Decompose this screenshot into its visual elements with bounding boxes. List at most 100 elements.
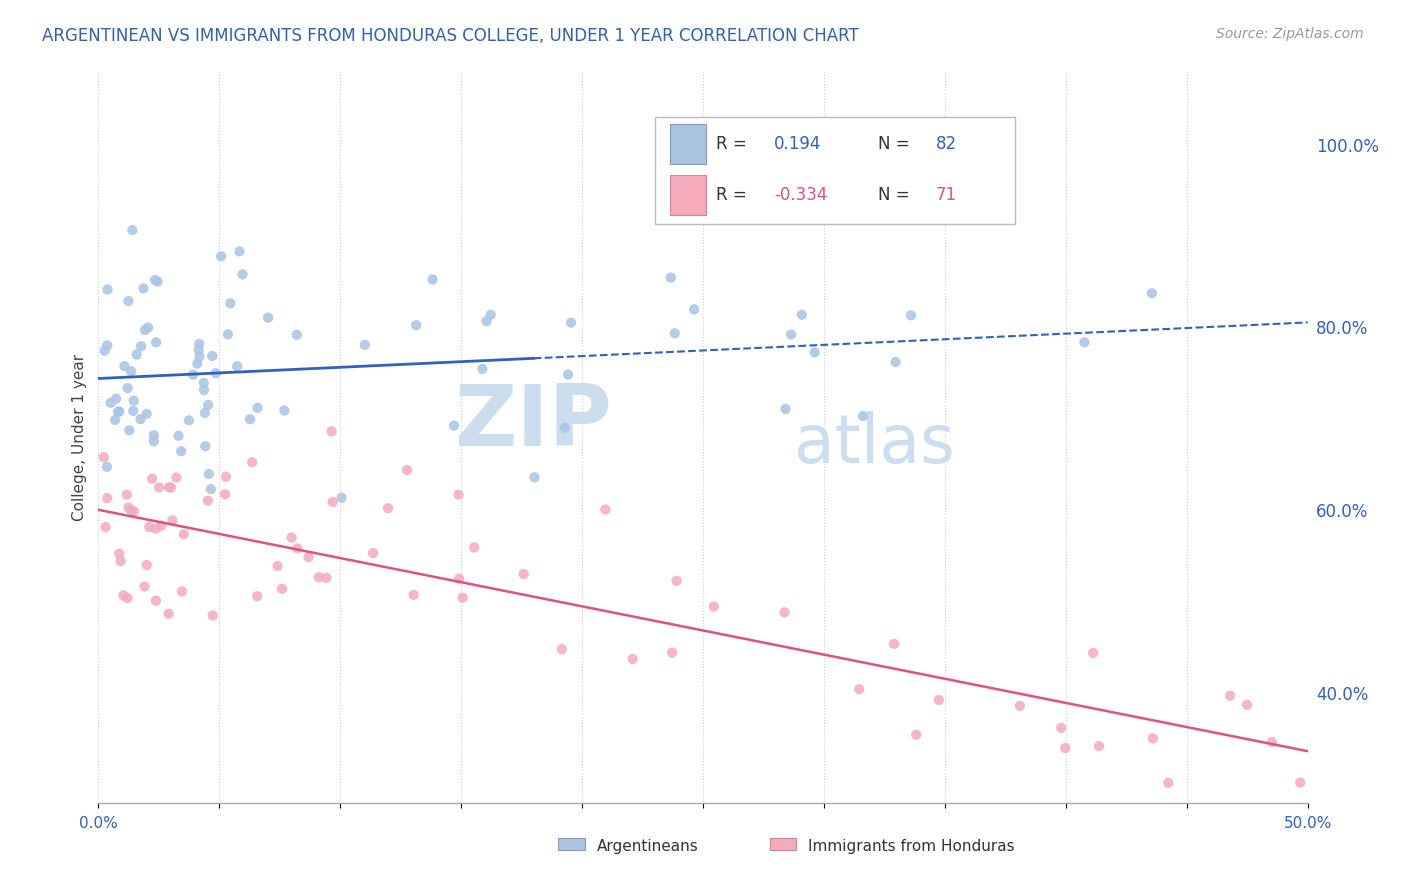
Point <box>110 554 132 568</box>
Point <box>200 482 222 496</box>
Point <box>143 273 166 287</box>
Point <box>134 323 156 337</box>
Point <box>141 472 163 486</box>
Point <box>1261 735 1284 749</box>
Point <box>142 434 165 449</box>
Point <box>145 593 167 607</box>
Point <box>683 302 706 317</box>
Point <box>132 281 155 295</box>
Point <box>114 359 136 374</box>
Point <box>1050 721 1073 735</box>
Point <box>94 520 117 534</box>
Point <box>228 244 250 259</box>
Point <box>187 343 209 357</box>
Point <box>308 570 330 584</box>
FancyBboxPatch shape <box>655 118 1015 224</box>
Point <box>665 574 688 588</box>
Point <box>246 401 269 415</box>
Point <box>443 418 465 433</box>
Point <box>145 522 167 536</box>
Point <box>197 493 219 508</box>
Point <box>181 368 204 382</box>
Point <box>1289 775 1312 789</box>
Text: R =: R = <box>716 186 752 204</box>
Point <box>188 337 211 351</box>
Point <box>1157 776 1180 790</box>
Point <box>226 359 249 373</box>
Text: -0.334: -0.334 <box>773 186 827 204</box>
Text: ZIP: ZIP <box>454 381 613 464</box>
Point <box>661 646 683 660</box>
Point <box>703 599 725 614</box>
Bar <box>669 175 706 215</box>
Point <box>246 589 269 603</box>
Point <box>125 348 148 362</box>
Point <box>93 343 115 358</box>
Point <box>100 396 122 410</box>
Point <box>285 541 308 556</box>
Point <box>162 513 184 527</box>
Point <box>145 335 167 350</box>
Point <box>1054 741 1077 756</box>
Point <box>395 463 418 477</box>
Point <box>405 318 427 333</box>
Point <box>322 495 344 509</box>
Point <box>108 405 131 419</box>
Point <box>104 413 127 427</box>
Point <box>551 642 574 657</box>
Point <box>1073 335 1095 350</box>
Point <box>557 368 579 382</box>
Point <box>108 547 131 561</box>
Point <box>117 591 139 605</box>
Text: Immigrants from Honduras: Immigrants from Honduras <box>808 838 1015 854</box>
Point <box>157 607 180 621</box>
Text: N =: N = <box>879 135 915 153</box>
Point <box>447 572 470 586</box>
Text: Argentineans: Argentineans <box>596 838 699 854</box>
Point <box>621 652 644 666</box>
Point <box>160 481 183 495</box>
Point <box>361 546 384 560</box>
Point <box>215 469 238 483</box>
Text: ARGENTINEAN VS IMMIGRANTS FROM HONDURAS COLLEGE, UNDER 1 YEAR CORRELATION CHART: ARGENTINEAN VS IMMIGRANTS FROM HONDURAS … <box>42 27 859 45</box>
Point <box>122 393 145 408</box>
Point <box>773 606 796 620</box>
Point <box>1081 646 1104 660</box>
Point <box>451 591 474 605</box>
Point <box>136 320 159 334</box>
Point <box>883 637 905 651</box>
Point <box>150 518 173 533</box>
Point <box>1236 698 1258 712</box>
Point <box>105 392 128 406</box>
Point <box>142 428 165 442</box>
Point <box>135 558 157 572</box>
Text: atlas: atlas <box>793 411 955 477</box>
Point <box>129 339 152 353</box>
Point <box>186 357 208 371</box>
Point <box>167 429 190 443</box>
Point <box>193 383 215 397</box>
Point <box>201 608 224 623</box>
Point <box>120 503 142 517</box>
Point <box>447 488 470 502</box>
Point <box>231 268 253 282</box>
Point <box>194 439 217 453</box>
Point <box>280 531 302 545</box>
Text: R =: R = <box>716 135 752 153</box>
Point <box>193 376 215 390</box>
Point <box>463 541 485 555</box>
Point <box>129 412 152 426</box>
Point <box>170 584 193 599</box>
Text: 71: 71 <box>935 186 957 204</box>
Text: 82: 82 <box>935 135 957 153</box>
Point <box>659 270 682 285</box>
Point <box>209 249 232 263</box>
Point <box>422 272 444 286</box>
Text: 0.0%: 0.0% <box>79 816 118 831</box>
Y-axis label: College, Under 1 year: College, Under 1 year <box>72 353 87 521</box>
Point <box>852 409 875 423</box>
Point <box>146 275 169 289</box>
Point <box>188 350 211 364</box>
Point <box>239 412 262 426</box>
Point <box>240 455 263 469</box>
